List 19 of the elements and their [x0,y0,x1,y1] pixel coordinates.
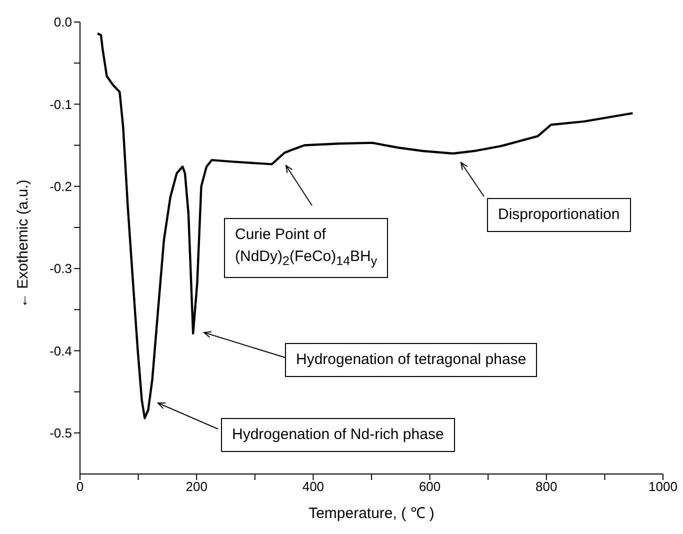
x-tick-label: 400 [302,479,324,494]
y-tick-label: -0.1 [50,96,72,112]
y-tick-label: -0.5 [50,426,72,441]
y-axis-title: ← Exothemic (a.u.) [14,180,32,308]
y-tick-label: -0.4 [50,343,72,358]
x-tick-label: 0 [76,479,84,494]
x-tick-label: 1000 [648,479,678,494]
y-tick-label: 0.0 [54,14,72,30]
x-tick-label: 800 [536,479,558,494]
line-series [96,32,634,420]
y-tick-label: -0.3 [50,261,72,276]
x-tick-label: 600 [418,479,441,494]
x-tick-label: 200 [186,479,208,494]
annotation: Curie Point of (NdDy)$_{2}$(FeCo)$_{14}$BH$_{y}$ [235,224,378,270]
x-axis-title: Temperature, ( ℃ ) [308,505,434,522]
annotation: Disproportionation [498,204,620,224]
annotation: Hydrogenation of Nd-rich phase [232,425,444,445]
y-tick-label: -0.2 [50,178,72,194]
annotation: Hydrogenation of tetragonal phase [296,350,526,370]
